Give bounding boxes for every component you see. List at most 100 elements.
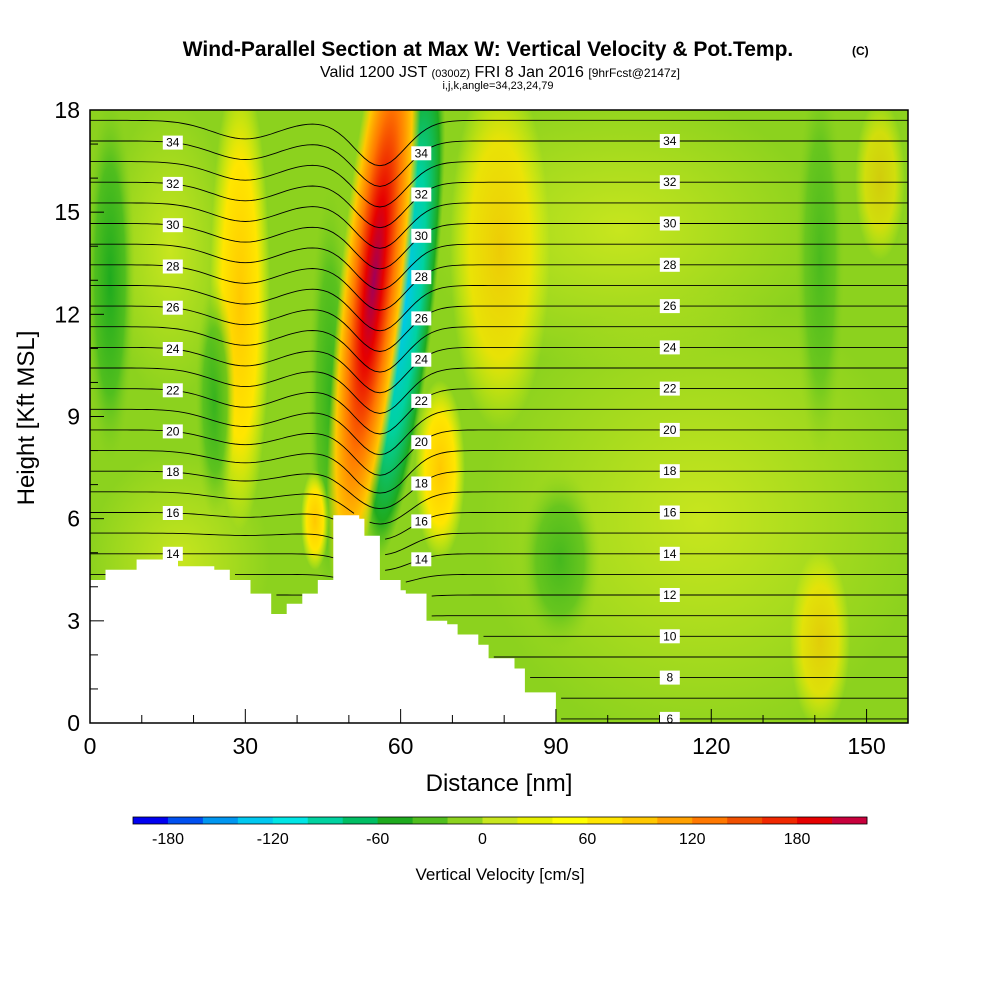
theta-contour bbox=[90, 388, 908, 435]
theta-contour-label: 18 bbox=[411, 476, 432, 491]
theta-contour-label: 10 bbox=[659, 629, 680, 644]
y-tick-label: 15 bbox=[54, 199, 80, 225]
svg-text:14: 14 bbox=[166, 547, 180, 561]
colorbar-swatch bbox=[167, 817, 204, 824]
theta-contour-label: 22 bbox=[162, 383, 183, 398]
colorbar-swatch bbox=[517, 817, 553, 824]
colorbar-tick-label: -180 bbox=[152, 831, 184, 848]
svg-text:30: 30 bbox=[415, 229, 429, 243]
svg-text:8: 8 bbox=[666, 671, 673, 685]
theta-contour bbox=[90, 408, 908, 456]
theta-contour bbox=[90, 305, 908, 352]
svg-text:20: 20 bbox=[166, 424, 180, 438]
colorbar-swatch bbox=[657, 817, 693, 824]
theta-contour-label: 22 bbox=[411, 393, 432, 408]
subtitle-date: FRI 8 Jan 2016 bbox=[475, 64, 585, 81]
theta-contour-label: 24 bbox=[411, 352, 432, 367]
yellow-band-lee bbox=[450, 110, 550, 430]
theta-contour-label: 22 bbox=[659, 381, 680, 396]
chart-title-tag: (C) bbox=[852, 44, 869, 58]
colorbar-swatch bbox=[482, 817, 518, 824]
green-band-lower-east bbox=[520, 470, 600, 650]
colorbar-swatch bbox=[622, 817, 658, 824]
theta-contour bbox=[90, 243, 908, 291]
theta-contour-label: 6 bbox=[659, 711, 680, 723]
green-band-far-west bbox=[90, 110, 135, 470]
subtitle-forecast: [9hrFcst@2147z] bbox=[588, 66, 680, 80]
theta-contour bbox=[90, 512, 908, 540]
svg-text:34: 34 bbox=[663, 134, 677, 148]
theta-contour bbox=[90, 202, 908, 249]
svg-text:28: 28 bbox=[663, 258, 677, 272]
theta-contour-label: 14 bbox=[659, 546, 680, 561]
colorbar-swatch bbox=[133, 817, 169, 824]
theta-contour bbox=[90, 140, 908, 187]
svg-text:24: 24 bbox=[166, 342, 180, 356]
colorbar-tick-label: 120 bbox=[679, 831, 706, 848]
theta-contour bbox=[90, 491, 908, 525]
svg-text:18: 18 bbox=[166, 465, 180, 479]
svg-text:14: 14 bbox=[415, 552, 429, 566]
yellow-blob-east-upper bbox=[855, 110, 905, 260]
theta-contours bbox=[90, 119, 908, 720]
theta-contour-label: 18 bbox=[162, 465, 183, 480]
theta-contour-label: 20 bbox=[162, 424, 183, 439]
svg-text:32: 32 bbox=[663, 175, 677, 189]
colorbar-swatch bbox=[727, 817, 763, 824]
colorbar-tick-label: 180 bbox=[784, 831, 811, 848]
theta-contour bbox=[90, 450, 908, 494]
svg-text:10: 10 bbox=[663, 629, 677, 643]
x-tick-label: 150 bbox=[847, 733, 885, 759]
theta-contour-label: 14 bbox=[411, 552, 432, 567]
theta-contour bbox=[90, 223, 908, 270]
theta-contour bbox=[90, 553, 908, 571]
theta-contour bbox=[90, 470, 908, 510]
theta-contour bbox=[90, 161, 908, 208]
svg-text:18: 18 bbox=[415, 477, 429, 491]
svg-text:30: 30 bbox=[166, 218, 180, 232]
svg-text:30: 30 bbox=[663, 217, 677, 231]
colorbar-tick-label: 0 bbox=[478, 831, 487, 848]
svg-text:12: 12 bbox=[663, 588, 677, 602]
colorbar-swatch bbox=[342, 817, 379, 824]
svg-text:16: 16 bbox=[663, 506, 677, 520]
theta-contour-label: 32 bbox=[659, 175, 680, 190]
colorbar-swatch bbox=[272, 817, 309, 824]
subtitle-utc: (0300Z) bbox=[432, 68, 471, 80]
svg-text:18: 18 bbox=[663, 464, 677, 478]
theta-contour-label: 24 bbox=[162, 342, 183, 356]
svg-text:32: 32 bbox=[166, 177, 180, 191]
svg-text:34: 34 bbox=[415, 146, 429, 160]
colorbar-swatch bbox=[412, 817, 448, 824]
chart-title: Wind-Parallel Section at Max W: Vertical… bbox=[183, 38, 794, 61]
colorbar-swatch bbox=[237, 817, 274, 824]
svg-text:20: 20 bbox=[415, 435, 429, 449]
theta-contour-label: 28 bbox=[411, 270, 432, 285]
colorbar-swatch bbox=[552, 817, 588, 824]
colorbar-tick-label: -60 bbox=[366, 831, 389, 848]
svg-text:20: 20 bbox=[663, 423, 677, 437]
svg-text:26: 26 bbox=[166, 301, 180, 315]
colorbar-swatch bbox=[587, 817, 623, 824]
theta-contour-label: 26 bbox=[411, 311, 432, 326]
svg-text:26: 26 bbox=[415, 311, 429, 325]
green-band-west bbox=[195, 280, 235, 520]
theta-contour bbox=[90, 119, 908, 167]
x-tick-label: 0 bbox=[84, 733, 97, 759]
colorbar-swatch bbox=[377, 817, 414, 824]
subtitle-valid: Valid 1200 JST bbox=[320, 64, 428, 81]
y-tick-label: 6 bbox=[67, 506, 80, 532]
svg-text:34: 34 bbox=[166, 136, 180, 150]
svg-text:22: 22 bbox=[166, 383, 180, 397]
svg-text:24: 24 bbox=[415, 353, 429, 367]
svg-text:14: 14 bbox=[663, 547, 677, 561]
svg-text:26: 26 bbox=[663, 299, 677, 313]
theta-contour bbox=[90, 326, 908, 373]
theta-contour-label: 20 bbox=[659, 422, 680, 437]
x-tick-label: 60 bbox=[388, 733, 414, 759]
velocity-field: 34 32 30 28 26 24 22 20 18 16 14 34 32 30 28 26 24 22 20 18… bbox=[90, 110, 908, 723]
colorbar-tick-label: 60 bbox=[579, 831, 597, 848]
svg-text:22: 22 bbox=[663, 382, 677, 396]
y-axis: 0 3 6 9 12 15 18 bbox=[54, 97, 104, 736]
theta-contour bbox=[90, 532, 908, 556]
